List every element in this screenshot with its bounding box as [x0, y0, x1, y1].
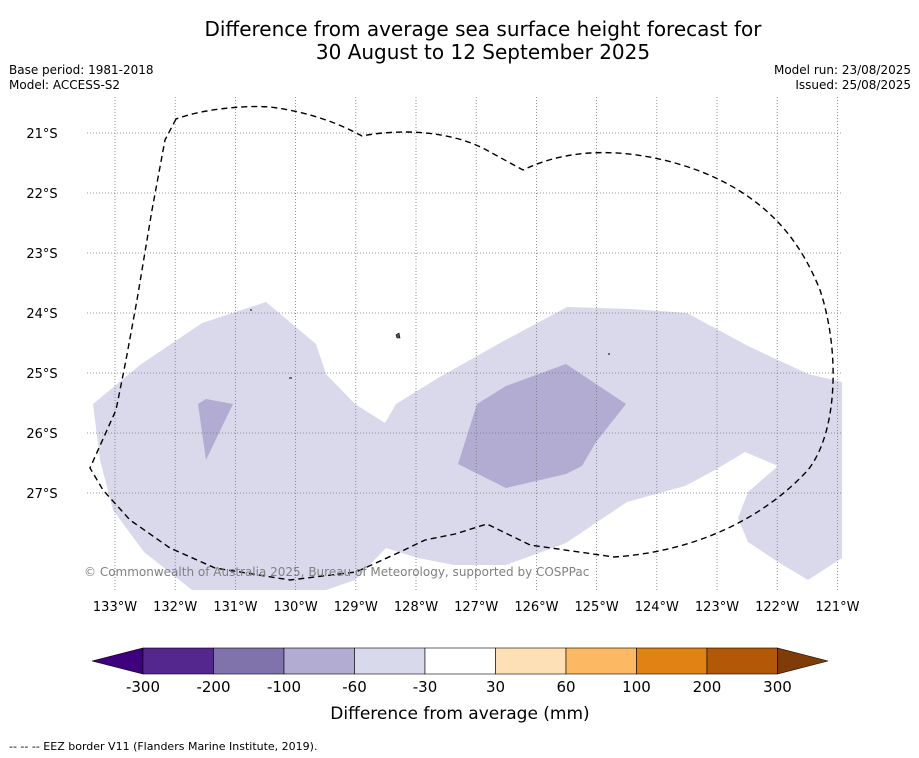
colorbar-boxes [91, 647, 829, 675]
latitude-label: 25°S [26, 367, 57, 382]
colorbar-box [565, 647, 637, 675]
longitude-label: 124°W [635, 600, 679, 615]
colorbar-tick-label: -60 [342, 678, 367, 696]
longitude-labels: 133°W 132°W 131°W 130°W 129°W 128°W 127°W 126°W… [93, 600, 860, 615]
longitude-label: 133°W [93, 600, 137, 615]
longitude-label: 127°W [454, 600, 498, 615]
colorbar-tick-label: 100 [622, 678, 651, 696]
meta-right: Model run: 23/08/2025 Issued: 25/08/2025 [774, 63, 911, 93]
model-name: Model: ACCESS-S2 [9, 78, 121, 92]
colorbar-label: Difference from average (mm) [330, 704, 589, 724]
colorbar-box [354, 647, 426, 675]
base-period: Base period: 1981-2018 [9, 63, 154, 77]
eez-border [89, 105, 834, 581]
longitude-label: 130°W [274, 600, 318, 615]
eez-legend-note: -- -- -- EEZ border V11 (Flanders Marine… [9, 740, 318, 753]
island-markers [250, 309, 610, 379]
colorbar-tick-label: -300 [126, 678, 160, 696]
colorbar-tick-labels: -300 -200 -100 -60 -30 30 60 100 200 300 [126, 678, 792, 696]
meta-left: Base period: 1981-2018 Model: ACCESS-S2 [9, 63, 154, 93]
latitude-labels: 21°S 22°S 23°S 24°S 25°S 26°S 27°S [26, 127, 57, 502]
colorbar-box [142, 647, 214, 675]
colorbar-box [636, 647, 708, 675]
island [395, 332, 401, 339]
latitude-label: 22°S [26, 187, 57, 202]
graticule [87, 97, 842, 590]
colorbar-box [213, 647, 285, 675]
longitude-label: 126°W [514, 600, 558, 615]
colorbar-extend-high [777, 647, 829, 675]
anomaly-fill-layer [93, 302, 842, 590]
copyright-notice: © Commonwealth of Australia 2025, Bureau… [84, 565, 590, 579]
colorbar-tick-label: 300 [763, 678, 792, 696]
longitude-label: 122°W [755, 600, 799, 615]
colorbar-box [283, 647, 355, 675]
colorbar-tick-label: 200 [693, 678, 722, 696]
model-run: Model run: 23/08/2025 [773, 63, 911, 77]
longitude-label: 131°W [213, 600, 257, 615]
latitude-label: 24°S [26, 307, 57, 322]
colorbar-tick-label: -200 [196, 678, 230, 696]
colorbar-box [424, 647, 496, 675]
colorbar: -300 -200 -100 -60 -30 30 60 100 200 300 Differen… [91, 647, 829, 724]
longitude-label: 128°W [394, 600, 438, 615]
latitude-label: 23°S [26, 247, 57, 262]
longitude-label: 132°W [153, 600, 197, 615]
colorbar-tick-label: -100 [267, 678, 301, 696]
colorbar-box [706, 647, 778, 675]
colorbar-tick-label: 30 [486, 678, 505, 696]
anomaly-band-medium-west [198, 399, 233, 460]
colorbar-tick-label: -30 [413, 678, 438, 696]
map-title: Difference from average sea surface heig… [0, 18, 919, 64]
longitude-label: 121°W [815, 600, 859, 615]
title-line-2: 30 August to 12 September 2025 [315, 40, 651, 64]
issued-date: Issued: 25/08/2025 [795, 78, 911, 92]
anomaly-band-medium-east [458, 364, 626, 488]
colorbar-extend-low [91, 647, 144, 675]
latitude-label: 21°S [26, 127, 57, 142]
latitude-label: 26°S [26, 427, 57, 442]
title-line-1: Difference from average sea surface heig… [204, 17, 762, 41]
longitude-label: 123°W [695, 600, 739, 615]
colorbar-tick-label: 60 [556, 678, 575, 696]
latitude-label: 27°S [26, 487, 57, 502]
colorbar-box [495, 647, 567, 675]
longitude-label: 125°W [575, 600, 619, 615]
longitude-label: 129°W [334, 600, 378, 615]
